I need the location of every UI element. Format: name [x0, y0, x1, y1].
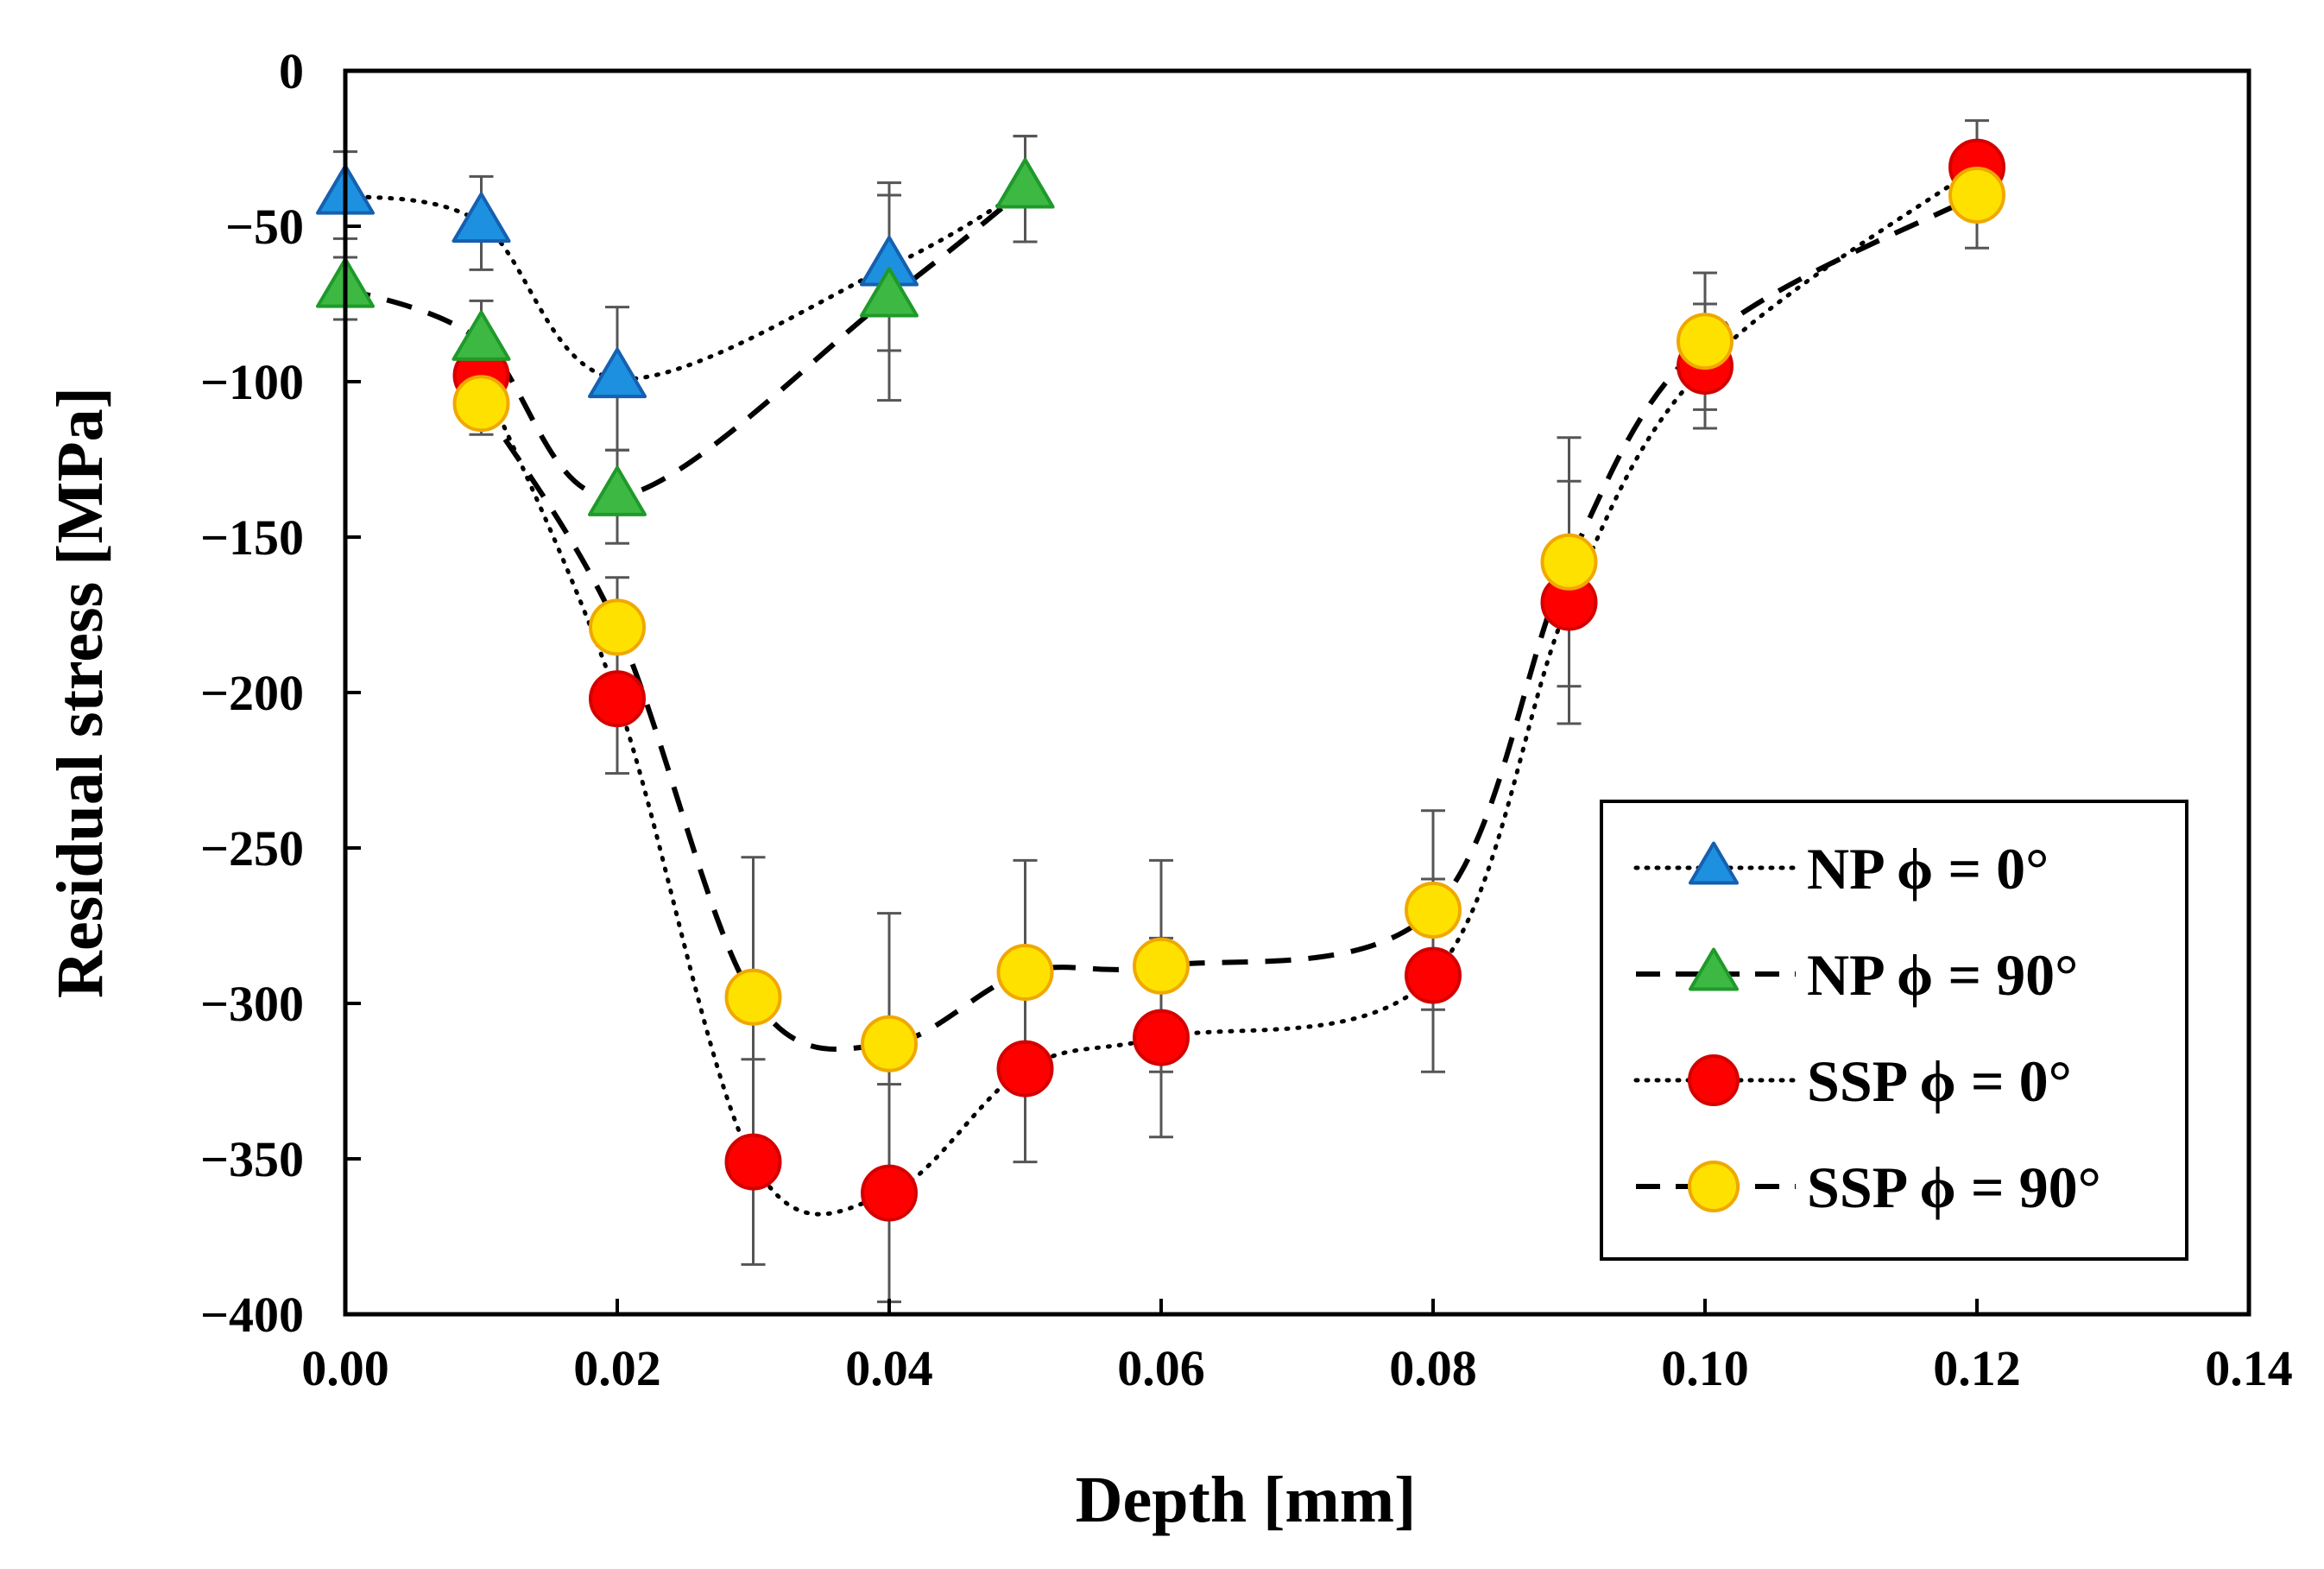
data-point	[452, 192, 511, 244]
legend-marker	[1688, 1054, 1740, 1106]
data-point	[1540, 533, 1598, 591]
x-tick-label: 0.08	[1389, 1340, 1477, 1396]
y-tick-label: −150	[200, 509, 304, 566]
data-point	[861, 1015, 918, 1072]
legend-entry: SSP ϕ = 90°	[1636, 1155, 2101, 1220]
data-point	[724, 968, 782, 1026]
legend-marker	[1689, 841, 1739, 885]
data-point	[588, 347, 647, 399]
x-tick-label: 0.12	[1933, 1340, 2021, 1396]
legend-label: NP ϕ = 90°	[1807, 942, 2078, 1008]
legend-label: SSP ϕ = 0°	[1807, 1048, 2072, 1114]
data-point	[861, 1164, 918, 1222]
legend-entry: NP ϕ = 0°	[1633, 836, 2049, 902]
data-point	[996, 1040, 1054, 1098]
y-tick-label: −350	[200, 1131, 304, 1187]
x-tick-label: 0.14	[2205, 1340, 2293, 1396]
series-line	[343, 187, 1027, 382]
axis-ticks	[344, 69, 2251, 1316]
data-point	[1405, 946, 1462, 1004]
data-point	[996, 944, 1054, 1001]
legend: NP ϕ = 0° NP ϕ = 90° SSP ϕ = 0° SSP ϕ = 90°	[1600, 800, 2188, 1261]
y-tick-label: −200	[200, 665, 304, 721]
data-point	[1133, 937, 1190, 995]
data-point	[860, 267, 919, 318]
legend-label: SSP ϕ = 90°	[1807, 1155, 2101, 1220]
data-point	[995, 158, 1055, 209]
y-tick-label: 0	[279, 43, 304, 99]
legend-entry: SSP ϕ = 0°	[1633, 1048, 2072, 1114]
data-point	[452, 310, 511, 361]
x-axis-title: Depth [mm]	[1076, 1464, 1417, 1536]
y-tick-label: −250	[200, 820, 304, 876]
legend-entry: NP ϕ = 90°	[1636, 942, 2078, 1008]
data-point	[1133, 1009, 1190, 1066]
series-line	[344, 187, 1027, 500]
legend-marker	[1689, 947, 1739, 991]
series-line	[479, 165, 1980, 1217]
y-tick-labels: 0 −50 −100 −150 −200 −250 −300 −350 −400	[200, 43, 304, 1343]
legend-label: NP ϕ = 0°	[1807, 836, 2049, 902]
data-point	[1948, 167, 2005, 224]
data-point	[1405, 882, 1462, 939]
x-tick-label: 0.06	[1117, 1340, 1205, 1396]
data-point	[589, 670, 646, 728]
y-tick-label: −100	[200, 354, 304, 410]
x-tick-label: 0.10	[1661, 1340, 1749, 1396]
legend-marker	[1688, 1161, 1740, 1212]
data-point	[1677, 313, 1734, 370]
y-axis-title: Residual stress [MPa]	[44, 387, 117, 998]
x-tick-label: 0.00	[301, 1340, 389, 1396]
x-tick-label: 0.02	[573, 1340, 661, 1396]
data-point	[589, 598, 646, 656]
y-tick-label: −50	[225, 199, 304, 255]
y-tick-label: −300	[200, 976, 304, 1032]
y-tick-label: −400	[200, 1287, 304, 1343]
x-tick-label: 0.04	[845, 1340, 933, 1396]
data-point	[724, 1133, 782, 1191]
data-point	[452, 375, 510, 433]
x-tick-labels: 0.00 0.02 0.04 0.06 0.08 0.10 0.12 0.14	[301, 1340, 2293, 1396]
data-point	[588, 465, 647, 516]
